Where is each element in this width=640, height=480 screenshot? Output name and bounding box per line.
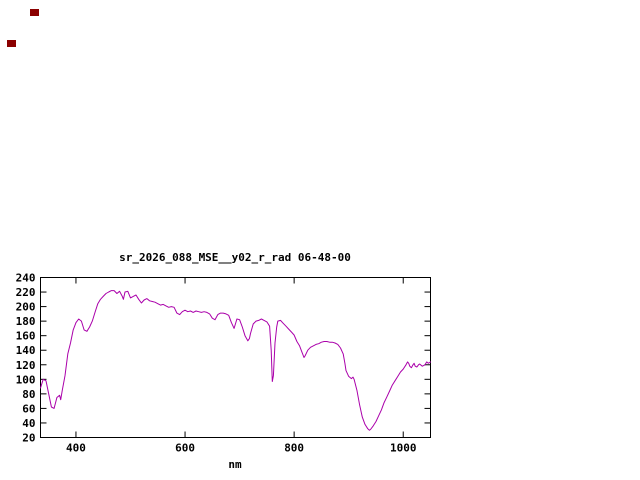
plot-border bbox=[40, 277, 431, 438]
x-tick-label: 600 bbox=[175, 442, 195, 455]
y-tick-label: 220 bbox=[16, 286, 36, 299]
y-tick-label: 140 bbox=[16, 344, 36, 357]
y-tick-label: 100 bbox=[16, 373, 36, 386]
x-tick-label: 400 bbox=[66, 442, 86, 455]
chart-title: sr_2026_088_MSE__y02_r_rad 06-48-00 bbox=[119, 251, 351, 264]
x-axis-label: nm bbox=[228, 458, 242, 471]
red-artifact-mark-top bbox=[30, 9, 39, 16]
y-tick-label: 40 bbox=[22, 417, 35, 430]
spectrum-line-series bbox=[40, 290, 431, 431]
y-tick-label: 80 bbox=[22, 388, 35, 401]
y-tick-label: 120 bbox=[16, 359, 36, 372]
x-tick-label: 1000 bbox=[390, 442, 417, 455]
y-tick-label: 20 bbox=[22, 432, 35, 445]
y-tick-label: 200 bbox=[16, 301, 36, 314]
y-tick-label: 60 bbox=[22, 402, 35, 415]
y-tick-label: 240 bbox=[16, 272, 36, 285]
x-tick-label: 800 bbox=[284, 442, 304, 455]
axis-ticks bbox=[40, 277, 431, 438]
y-tick-label: 180 bbox=[16, 315, 36, 328]
y-tick-label: 160 bbox=[16, 330, 36, 343]
red-artifact-mark-left bbox=[7, 40, 16, 47]
